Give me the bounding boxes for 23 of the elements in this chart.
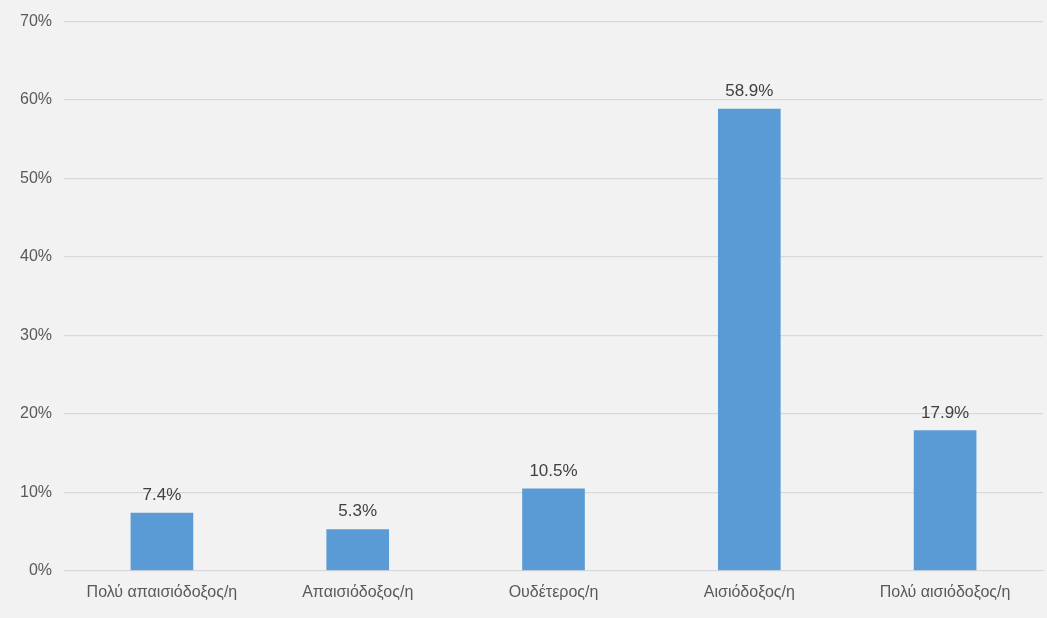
bar [522,488,585,571]
y-tick-label: 20% [19,404,53,422]
bar [326,529,390,571]
data-label: 17.9% [921,402,970,422]
x-tick-label: Ουδέτερος/η [508,582,599,600]
data-label: 5.3% [338,501,378,521]
x-tick-label: Πολύ απαισιόδοξος/η [86,582,238,601]
y-tick-label: 40% [19,247,53,265]
bar [717,108,781,571]
bar [913,430,977,571]
data-label: 7.4% [142,484,182,504]
bar [130,512,194,571]
x-tick-label: Πολύ αισιόδοξος/η [879,582,1011,601]
x-tick-label: Αισιόδοξος/η [703,582,795,601]
data-label: 10.5% [529,460,578,480]
y-tick-label: 10% [19,482,53,500]
x-tick-label: Απαισιόδοξος/η [302,582,414,601]
y-tick-label: 30% [19,325,53,343]
y-tick-label: 0% [28,561,53,579]
data-label: 58.9% [725,80,774,100]
y-tick-label: 50% [19,168,53,186]
y-tick-label: 60% [19,90,53,108]
y-tick-label: 70% [19,12,53,30]
